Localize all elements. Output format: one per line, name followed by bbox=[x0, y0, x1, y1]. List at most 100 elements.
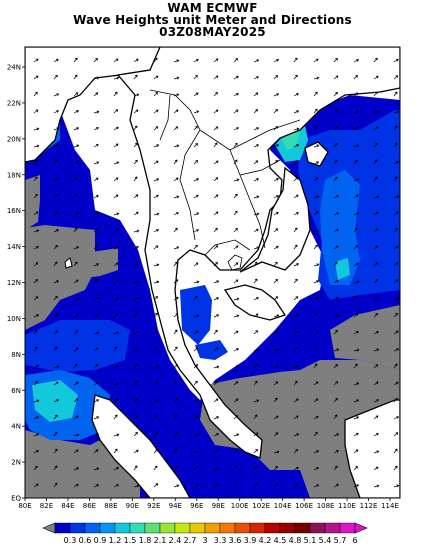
direction-arrow bbox=[73, 313, 79, 318]
direction-arrow bbox=[333, 348, 340, 352]
colorbar-label: 0.9 bbox=[94, 536, 107, 545]
direction-arrow bbox=[233, 433, 240, 437]
direction-arrow bbox=[293, 380, 298, 386]
direction-arrow bbox=[193, 450, 200, 454]
direction-arrow bbox=[273, 432, 279, 437]
lon-label: 80E bbox=[18, 502, 31, 510]
direction-arrow bbox=[133, 58, 139, 63]
direction-arrow bbox=[393, 142, 398, 148]
lat-label: 16N bbox=[7, 207, 21, 215]
direction-arrow bbox=[353, 262, 359, 267]
colorbar-swatch bbox=[339, 522, 356, 534]
direction-arrow bbox=[93, 416, 100, 420]
direction-arrow bbox=[313, 161, 320, 165]
direction-arrow bbox=[173, 346, 178, 352]
direction-arrow bbox=[373, 279, 379, 284]
direction-arrow bbox=[213, 177, 219, 182]
direction-arrow bbox=[253, 127, 260, 131]
direction-arrow bbox=[393, 416, 400, 420]
direction-arrow bbox=[353, 245, 358, 250]
direction-arrow bbox=[353, 432, 359, 437]
direction-arrow bbox=[53, 177, 59, 182]
direction-arrow bbox=[113, 212, 120, 216]
direction-arrow bbox=[53, 110, 59, 114]
direction-arrow bbox=[133, 194, 139, 199]
direction-arrow bbox=[73, 246, 80, 250]
direction-arrow bbox=[253, 109, 259, 114]
direction-arrow bbox=[293, 244, 298, 250]
band-high-east bbox=[335, 258, 350, 280]
direction-arrow bbox=[393, 484, 400, 488]
direction-arrow bbox=[33, 416, 40, 420]
direction-arrow bbox=[293, 448, 298, 454]
direction-arrow bbox=[373, 110, 380, 114]
direction-arrow bbox=[53, 244, 58, 250]
direction-arrow bbox=[93, 347, 99, 352]
direction-arrow bbox=[213, 91, 218, 97]
direction-arrow bbox=[53, 482, 58, 488]
lon-label: 96E bbox=[190, 502, 203, 510]
direction-arrow bbox=[133, 297, 140, 301]
direction-arrow bbox=[233, 364, 239, 369]
direction-arrow bbox=[353, 110, 360, 114]
direction-arrow bbox=[113, 109, 119, 114]
direction-arrow bbox=[53, 295, 58, 301]
direction-arrow bbox=[213, 142, 218, 148]
direction-arrow bbox=[33, 193, 38, 199]
direction-arrow bbox=[153, 448, 158, 454]
direction-arrow bbox=[293, 278, 298, 284]
direction-arrow bbox=[133, 280, 140, 284]
direction-arrow bbox=[353, 126, 359, 131]
direction-arrow bbox=[173, 126, 179, 131]
direction-arrow bbox=[313, 415, 319, 420]
direction-arrow bbox=[153, 245, 159, 250]
direction-arrow bbox=[113, 467, 119, 471]
lat-label: EQ bbox=[11, 495, 21, 503]
direction-arrow bbox=[273, 330, 278, 335]
direction-arrow bbox=[233, 449, 238, 454]
lat-label: 2N bbox=[11, 459, 21, 467]
direction-arrow bbox=[173, 364, 179, 369]
lon-label: 82E bbox=[40, 502, 53, 510]
direction-arrow bbox=[273, 159, 278, 165]
colorbar-high-arrow bbox=[354, 522, 368, 534]
direction-arrow bbox=[193, 92, 199, 97]
direction-arrow bbox=[133, 380, 138, 386]
direction-arrow bbox=[193, 143, 199, 148]
direction-arrow bbox=[73, 144, 80, 148]
direction-arrow bbox=[293, 433, 300, 437]
direction-arrow bbox=[233, 314, 240, 318]
direction-arrow bbox=[53, 313, 59, 318]
direction-arrow bbox=[193, 244, 198, 250]
lon-label: 112E bbox=[360, 502, 378, 510]
direction-arrow bbox=[313, 211, 319, 216]
direction-arrow bbox=[213, 347, 219, 352]
direction-arrow bbox=[273, 178, 279, 182]
direction-arrow bbox=[233, 142, 238, 148]
direction-arrow bbox=[393, 330, 399, 335]
direction-arrow bbox=[133, 415, 139, 420]
direction-arrow bbox=[153, 312, 158, 318]
direction-arrow bbox=[33, 399, 40, 403]
lat-label: 20N bbox=[7, 135, 21, 143]
direction-arrow bbox=[173, 484, 180, 488]
direction-arrow bbox=[53, 381, 59, 386]
direction-arrow bbox=[213, 467, 220, 471]
direction-arrow bbox=[233, 297, 240, 301]
direction-arrow bbox=[353, 416, 360, 420]
direction-arrow bbox=[153, 144, 160, 148]
direction-arrow bbox=[53, 431, 58, 437]
direction-arrow bbox=[213, 449, 219, 454]
direction-arrow bbox=[313, 108, 318, 114]
direction-arrow bbox=[353, 194, 359, 199]
colorbar-label: 1.5 bbox=[124, 536, 137, 545]
direction-arrow bbox=[353, 144, 360, 148]
direction-arrow bbox=[373, 57, 378, 63]
direction-arrow bbox=[213, 433, 219, 437]
direction-arrow bbox=[53, 280, 60, 284]
direction-arrow bbox=[313, 91, 318, 97]
direction-arrow bbox=[33, 483, 39, 488]
direction-arrow bbox=[73, 330, 79, 335]
direction-arrow bbox=[213, 126, 219, 131]
colorbar-swatch bbox=[54, 522, 71, 534]
